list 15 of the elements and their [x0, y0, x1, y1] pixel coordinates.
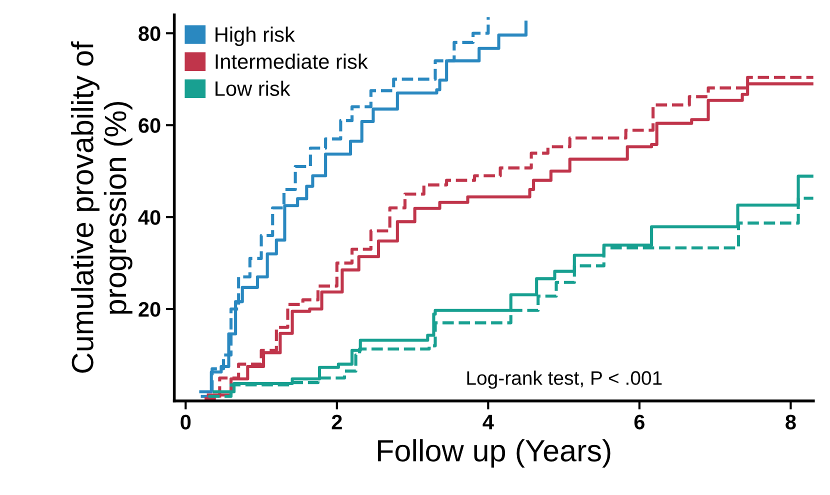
x-tick-label: 0 [180, 414, 191, 430]
legend-label: High risk [216, 26, 295, 46]
x-tick-label: 8 [786, 414, 796, 430]
y-tick-label: 80 [138, 26, 160, 41]
x-tick-label: 4 [482, 414, 494, 430]
legend-label: Low risk [216, 80, 290, 96]
y-tick-label: 60 [138, 118, 160, 133]
y-tick-label: 40 [138, 210, 160, 225]
y-tick-label: 20 [138, 302, 160, 317]
annotation: Log-rank test, P < .001 [467, 370, 662, 389]
x-tick-label: 2 [332, 414, 342, 430]
x-axis-title: Follow up (Years) [378, 439, 610, 468]
x-tick-label: 6 [634, 414, 644, 430]
y-axis-title: Cumulative provability of progression (%) [70, 41, 132, 373]
legend-label: Intermediate risk [216, 54, 368, 69]
